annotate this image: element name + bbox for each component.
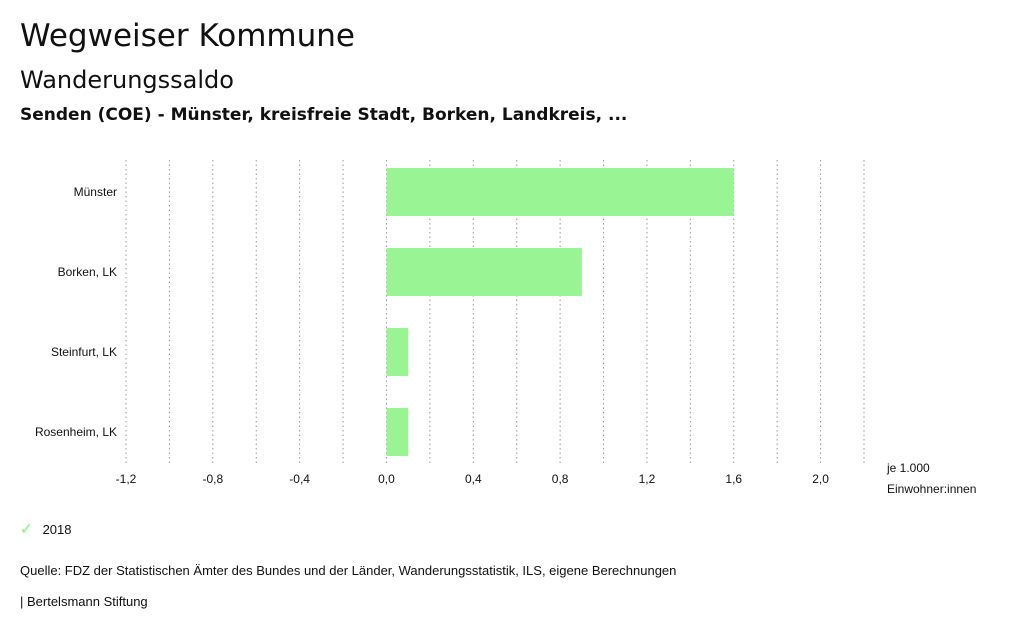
x-tick-label: 0,8 xyxy=(552,472,569,486)
unit-label: Einwohner:innen xyxy=(887,482,976,496)
category-label: Steinfurt, LK xyxy=(51,345,117,359)
x-tick-label: 0,4 xyxy=(465,472,482,486)
publisher-note: | Bertelsmann Stiftung xyxy=(20,594,148,609)
x-tick-label: -0,8 xyxy=(202,472,223,486)
chart-subtitle: Wanderungssaldo xyxy=(20,66,234,94)
legend-label: 2018 xyxy=(42,522,72,537)
x-tick-label: -1,2 xyxy=(116,472,137,486)
x-tick-label: 1,6 xyxy=(725,472,742,486)
check-icon: ✓ xyxy=(20,521,33,538)
source-note: Quelle: FDZ der Statistischen Ämter des … xyxy=(20,563,677,578)
legend[interactable]: ✓ 2018 xyxy=(20,522,72,537)
unit-label: je 1.000 xyxy=(886,461,930,475)
x-tick-label: 1,2 xyxy=(639,472,656,486)
bar xyxy=(386,328,409,376)
category-label: Rosenheim, LK xyxy=(35,425,117,439)
page-title: Wegweiser Kommune xyxy=(20,18,355,54)
bar xyxy=(386,408,409,456)
bar xyxy=(386,168,734,216)
x-tick-label: -0,4 xyxy=(289,472,310,486)
bar xyxy=(386,248,582,296)
x-tick-label: 0,0 xyxy=(378,472,395,486)
category-label: Münster xyxy=(74,185,117,199)
x-tick-label: 2,0 xyxy=(812,472,829,486)
category-label: Borken, LK xyxy=(58,265,117,279)
chart-context: Senden (COE) - Münster, kreisfreie Stadt… xyxy=(20,105,628,125)
